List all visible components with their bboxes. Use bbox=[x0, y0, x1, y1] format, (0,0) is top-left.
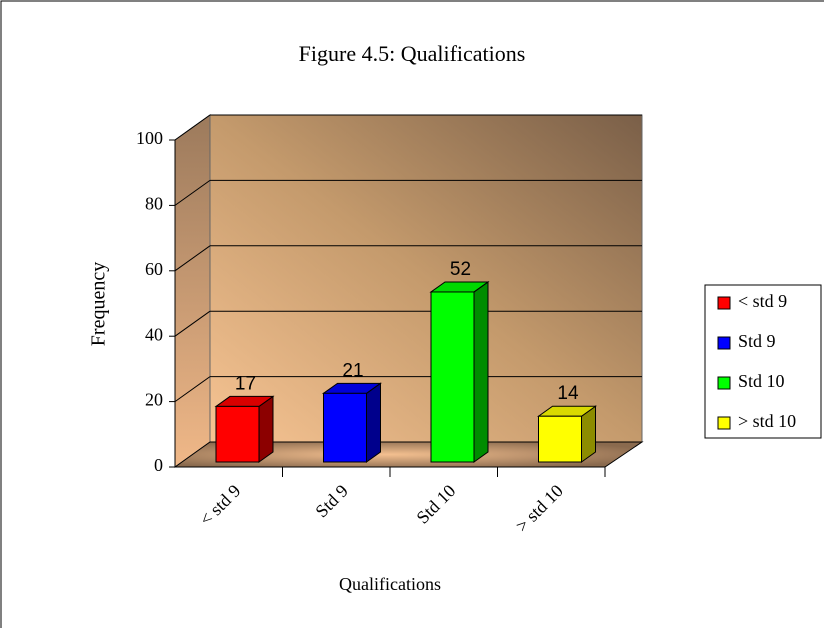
y-tick-label: 100 bbox=[136, 128, 163, 148]
data-label: 14 bbox=[557, 383, 579, 404]
legend-label: Std 10 bbox=[738, 371, 785, 391]
bar bbox=[429, 280, 490, 463]
grid-line bbox=[174, 376, 211, 403]
bar-front bbox=[538, 415, 582, 463]
chart-title: Figure 4.5: Qualifications bbox=[299, 41, 526, 66]
side-wall bbox=[174, 114, 211, 468]
y-tick-label: 0 bbox=[154, 455, 163, 475]
grid-line bbox=[174, 114, 211, 141]
legend-swatch bbox=[717, 336, 731, 350]
y-tick-label: 60 bbox=[145, 259, 163, 279]
bar-face bbox=[258, 395, 274, 463]
legend-label: Std 9 bbox=[738, 331, 776, 351]
y-tick-label: 40 bbox=[145, 324, 163, 344]
legend-swatch bbox=[717, 296, 731, 310]
y-tick-label: 80 bbox=[145, 194, 163, 214]
legend-swatch bbox=[717, 376, 731, 390]
data-label: 52 bbox=[450, 259, 471, 280]
legend bbox=[704, 284, 822, 439]
bar bbox=[536, 405, 598, 463]
grid-line bbox=[174, 245, 211, 272]
floor bbox=[173, 441, 644, 468]
bar bbox=[214, 395, 275, 463]
bar-front bbox=[215, 405, 260, 463]
bar-face bbox=[366, 382, 381, 463]
x-axis-label: Qualifications bbox=[339, 574, 441, 594]
data-label: 21 bbox=[342, 360, 363, 381]
bar bbox=[321, 382, 383, 463]
y-tick-label: 20 bbox=[145, 390, 163, 410]
grid-line bbox=[174, 179, 211, 206]
y-axis-label: Frequency bbox=[88, 262, 110, 346]
grid-line bbox=[174, 310, 211, 337]
bar-front bbox=[430, 291, 475, 463]
legend-label: < std 9 bbox=[738, 291, 787, 311]
data-label: 17 bbox=[235, 373, 256, 394]
legend-swatch bbox=[717, 416, 731, 430]
bar-face bbox=[473, 280, 489, 463]
bar-front bbox=[323, 392, 367, 463]
legend-label: > std 10 bbox=[738, 411, 796, 431]
